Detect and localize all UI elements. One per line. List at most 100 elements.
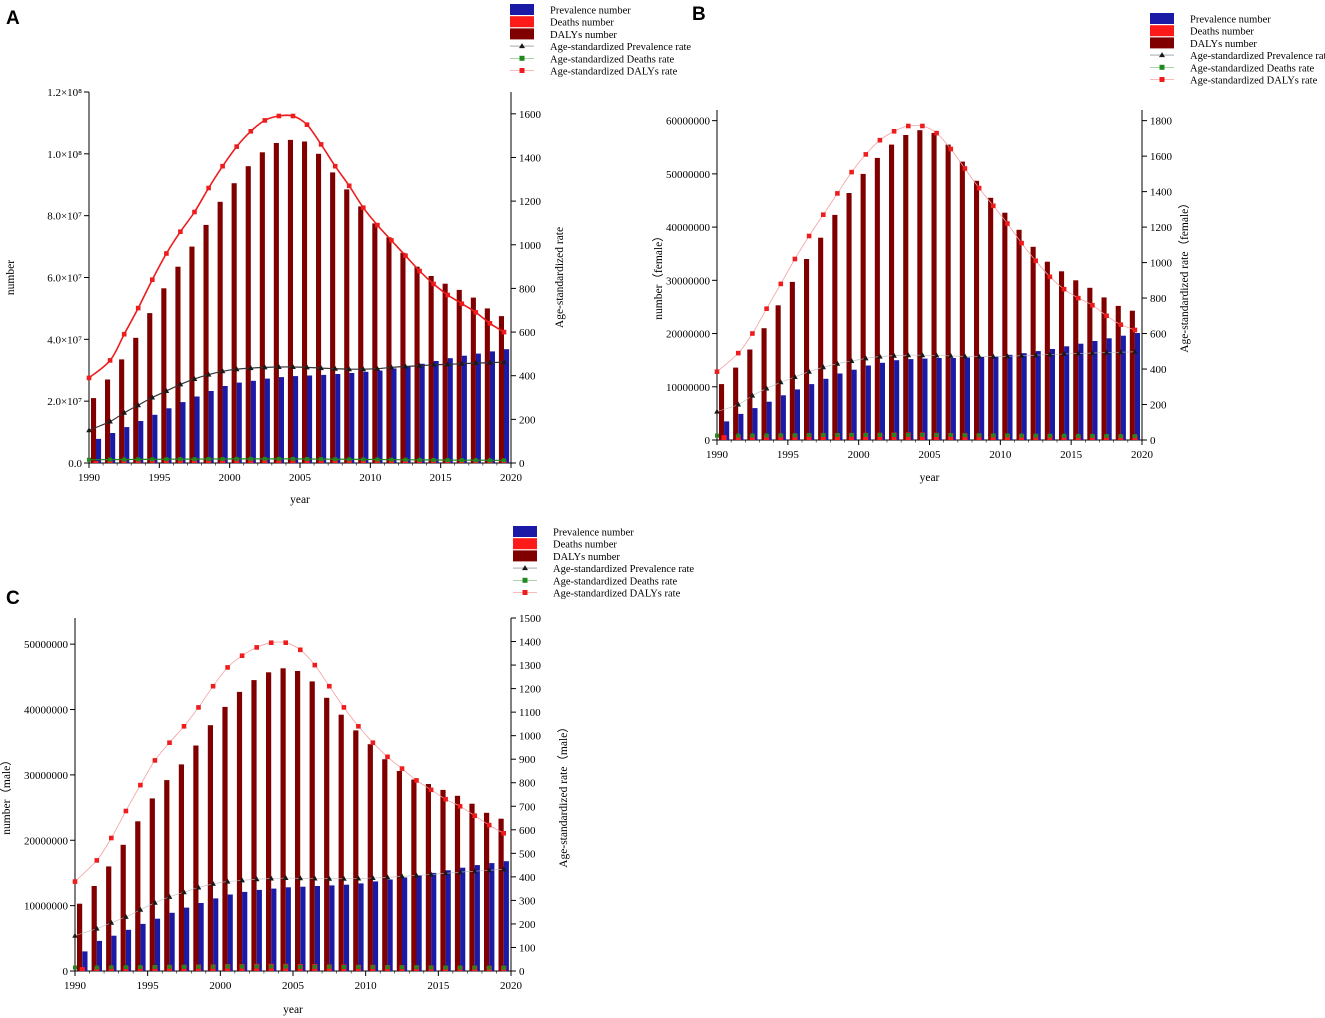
dalys-bar [161, 288, 167, 463]
prevalence-bar [431, 872, 437, 971]
dalys-rate-point [210, 683, 216, 689]
legend-label-2: DALYs number [553, 552, 620, 563]
deaths-rate-point [389, 457, 394, 462]
dalys-rate-point [375, 222, 380, 228]
x-tick-label: 2010 [989, 449, 1012, 461]
y2-tick-label: 400 [519, 872, 536, 884]
prevalence-bar [256, 889, 262, 971]
deaths-rate-point [370, 965, 375, 969]
deaths-rate-point [234, 456, 239, 461]
y2-tick-label: 1000 [519, 240, 542, 252]
deaths-rate-point [501, 965, 506, 970]
dalys-bar [189, 246, 195, 463]
prevalence-rate-point [1118, 349, 1124, 355]
prevalence-rate-point [848, 358, 855, 363]
prevalence-bar [1120, 335, 1126, 440]
y-tick-label: 20000000 [666, 329, 711, 341]
dalys-bar [222, 706, 228, 971]
prevalence-rate-point [1075, 350, 1081, 356]
legend-swatch-1 [510, 16, 534, 28]
deaths-rate-point [1104, 433, 1109, 438]
prevalence-bar [1106, 338, 1112, 440]
x-tick-label: 2020 [500, 980, 523, 992]
deaths-rate-point [459, 458, 464, 463]
dalys-bar [775, 305, 781, 440]
deaths-rate-point [792, 433, 797, 438]
x-tick-label: 2000 [848, 449, 871, 461]
deaths-bar [93, 461, 99, 463]
y2-tick-label: 300 [519, 895, 536, 907]
dalys-bar [719, 384, 725, 440]
dalys-rate-point [806, 233, 812, 239]
dalys-bar [484, 308, 490, 463]
y2-tick-label: 1300 [519, 660, 542, 672]
dalys-bar [396, 771, 402, 971]
prevalence-bar [184, 907, 190, 971]
dalys-rate-point [283, 640, 288, 645]
dalys-bar [149, 798, 155, 971]
deaths-rate-point [934, 433, 939, 437]
dalys-rate-point [86, 375, 92, 381]
y2-tick-label: 600 [519, 327, 536, 339]
dalys-bar [178, 764, 184, 971]
dalys-rate-point [304, 122, 310, 127]
dalys-rate-point [1104, 313, 1109, 319]
deaths-rate-point [269, 964, 274, 969]
prevalence-rate-point [360, 366, 367, 372]
dalys-rate-point [262, 118, 268, 123]
dalys-bar [295, 671, 301, 971]
dalys-rate-point [920, 123, 925, 129]
deaths-rate-point [1062, 433, 1067, 438]
prevalence-bar [264, 378, 270, 463]
deaths-rate-point [417, 457, 422, 462]
dalys-rate-point [123, 808, 129, 814]
y2-tick-label: 1000 [1150, 258, 1173, 270]
deaths-rate-point [385, 965, 390, 970]
dalys-bar [259, 152, 265, 464]
x-tick-label: 2015 [430, 472, 453, 484]
prevalence-rate-point [792, 374, 798, 379]
deaths-rate-point [356, 965, 361, 969]
prevalence-rate-point [341, 875, 347, 881]
x-tick-label: 2010 [355, 980, 378, 992]
prevalence-rate-point [233, 366, 240, 372]
y2-tick-label: 200 [1150, 400, 1167, 412]
deaths-rate-point [262, 456, 267, 461]
legend-swatch-2 [1150, 37, 1174, 49]
y2-tick-label: 1200 [519, 684, 542, 696]
prevalence-rate-point [163, 388, 170, 393]
prevalence-bar [96, 438, 102, 463]
dalys-rate-point [290, 113, 296, 119]
dalys-rate-point [276, 113, 282, 119]
dalys-bar [217, 201, 223, 464]
prevalence-rate-point [370, 875, 376, 880]
dalys-rate-point [178, 229, 183, 234]
dalys-rate-point [1076, 295, 1081, 301]
y-tick-label: 10000000 [24, 901, 69, 913]
y2-tick-label: 0 [519, 458, 525, 470]
deaths-rate-point [487, 458, 492, 463]
deaths-rate-point [254, 964, 259, 969]
dalys-bar [931, 132, 937, 440]
dalys-bar [91, 886, 97, 971]
deaths-rate-point [333, 457, 338, 462]
y2-tick-label: 0 [1150, 435, 1156, 447]
prevalence-bar [402, 877, 408, 971]
dalys-bar [860, 173, 866, 440]
dalys-rate-point [225, 665, 230, 670]
prevalence-rate-point [1032, 352, 1039, 358]
dalys-bar [231, 183, 237, 463]
deaths-rate-point [94, 965, 99, 970]
legend-marker-triangle [522, 565, 528, 571]
deaths-rate-point [225, 964, 230, 969]
dalys-rate-point [948, 146, 954, 152]
deaths-rate-point [821, 433, 826, 437]
dalys-rate-point [1047, 274, 1053, 280]
dalys-bar [266, 672, 272, 971]
prevalence-bar [503, 861, 509, 971]
prevalence-bar [169, 912, 175, 971]
prevalence-bar [138, 421, 144, 463]
dalys-bar [119, 359, 125, 463]
